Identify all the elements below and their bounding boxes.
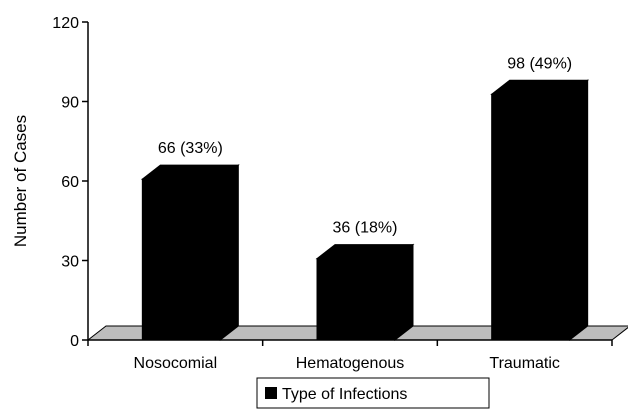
data-label: 36 (18%) <box>333 220 398 237</box>
bar-side <box>569 79 589 342</box>
y-axis-ticks: 0 30 60 90 120 <box>52 15 88 350</box>
y-tick-label: 120 <box>52 15 79 32</box>
legend-label: Type of Infections <box>282 386 407 403</box>
bar-hematogenous <box>315 243 415 342</box>
y-tick-label: 60 <box>61 174 79 191</box>
category-labels-group: Nosocomial Hematogenous Traumatic <box>134 355 560 372</box>
y-tick-label: 0 <box>70 333 79 350</box>
category-label: Hematogenous <box>296 355 405 372</box>
bar-nosocomial <box>140 164 240 342</box>
y-tick-label: 30 <box>61 254 79 271</box>
bars-group <box>140 79 590 342</box>
category-label: Nosocomial <box>134 355 218 372</box>
data-labels-group: 66 (33%) 36 (18%) 98 (49%) <box>158 55 572 236</box>
legend: Type of Infections <box>256 377 490 409</box>
bar-side <box>219 164 239 342</box>
category-label: Traumatic <box>489 355 560 372</box>
y-tick-label: 90 <box>61 95 79 112</box>
bar-side <box>394 243 414 342</box>
data-label: 98 (49%) <box>507 55 572 72</box>
x-axis-ticks <box>87 340 613 346</box>
bar-front <box>316 258 396 341</box>
bar-traumatic <box>490 79 590 342</box>
y-axis-title: Number of Cases <box>11 115 30 247</box>
bar-front <box>141 178 221 341</box>
legend-box <box>256 377 490 409</box>
bar-front <box>491 93 571 341</box>
data-label: 66 (33%) <box>158 140 223 157</box>
legend-swatch <box>265 387 277 399</box>
